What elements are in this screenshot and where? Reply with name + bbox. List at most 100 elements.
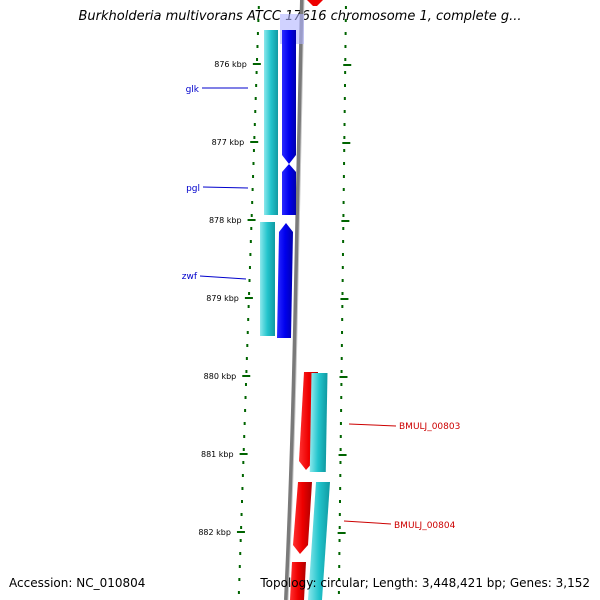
gene-zwf[interactable] (277, 223, 293, 338)
major-tick (252, 63, 261, 65)
ring-dot (344, 32, 347, 35)
ring-dot (253, 123, 256, 126)
ring-dot (339, 461, 342, 464)
ring-dot (338, 565, 341, 568)
ring-dot (344, 6, 347, 9)
ring-dot (340, 383, 343, 386)
cds-block[interactable] (308, 482, 330, 600)
gene-BMULJ_00804[interactable] (293, 482, 312, 554)
ring-dot (241, 487, 244, 490)
cds-block[interactable] (260, 222, 275, 336)
ring-dot (255, 84, 258, 87)
cds-block[interactable] (264, 30, 278, 215)
major-tick (236, 531, 245, 533)
ring-dot (241, 500, 243, 503)
ring-dot (252, 149, 255, 152)
ring-dot (251, 188, 254, 191)
ring-dot (340, 357, 343, 360)
ring-dot (341, 266, 344, 269)
ring-dot (255, 71, 258, 74)
ring-dot (343, 84, 346, 87)
tick-label: 876 kbp (214, 60, 247, 69)
ring-dot (241, 474, 244, 477)
ring-dot (337, 591, 340, 594)
ring-dot (256, 45, 259, 48)
ring-dot (342, 240, 345, 243)
ring-dot (247, 305, 250, 308)
ring-dot (242, 461, 245, 464)
major-tick (247, 219, 256, 221)
ring-dot (339, 487, 342, 490)
cds-block[interactable] (309, 373, 328, 472)
tick-labels: 876 kbp 877 kbp 878 kbp 879 kbp 880 kbp 881 k… (198, 60, 352, 537)
ring-dot (342, 201, 345, 204)
gene-label[interactable]: BMULJ_00803 (399, 422, 460, 432)
ring-dot (243, 435, 246, 438)
tick-label: 877 kbp (212, 138, 245, 147)
tick-rings (237, 6, 347, 594)
ring-dot (249, 240, 252, 243)
ring-dot (256, 32, 259, 35)
ring-dot (246, 331, 249, 334)
ring-dot (340, 396, 343, 399)
ring-dot (250, 227, 253, 230)
ring-dot (243, 422, 246, 425)
ring-dot (244, 396, 247, 399)
ring-dot (343, 110, 346, 113)
ring-dot (248, 279, 251, 282)
major-tick (340, 298, 349, 300)
ring-dot (257, 6, 260, 9)
gene-label[interactable]: BMULJ_00804 (394, 521, 456, 531)
ring-dot (254, 110, 257, 113)
ring-dot (244, 409, 247, 412)
ring-dot (252, 162, 255, 165)
ring-dot (338, 526, 341, 529)
ring-dot (248, 266, 251, 269)
ring-dot (242, 448, 245, 451)
ring-dot (340, 409, 343, 412)
ring-dot (240, 526, 243, 529)
ring-dot (343, 136, 346, 139)
major-tick (343, 64, 352, 66)
ring-dot (343, 149, 346, 152)
ring-dot (238, 578, 241, 581)
ring-dot (246, 344, 249, 347)
ring-dot (239, 539, 242, 542)
major-tick (244, 297, 253, 299)
major-tick (250, 141, 259, 143)
gene-fragment-top[interactable] (307, 0, 323, 6)
major-tick (339, 376, 348, 378)
tick-label: 880 kbp (204, 372, 237, 381)
gene-labels: glk pgl zwf BMULJ_00803 BMULJ_00804 (182, 85, 461, 531)
gene-label[interactable]: zwf (182, 272, 198, 282)
ring-dot (344, 58, 347, 61)
ring-dot (238, 565, 241, 568)
ring-dot (342, 188, 345, 191)
gene-glk[interactable] (282, 30, 296, 164)
ring-dot (257, 19, 260, 22)
gene-label[interactable]: pgl (186, 184, 200, 194)
ring-dot (341, 305, 344, 308)
ring-dot (341, 253, 344, 256)
tick-label: 879 kbp (206, 294, 239, 303)
ring-dot (339, 422, 342, 425)
tick-label: 878 kbp (209, 216, 242, 225)
ring-dot (344, 45, 347, 48)
gene-label[interactable]: glk (186, 85, 200, 95)
ring-dot (342, 175, 345, 178)
ring-dot (339, 448, 342, 451)
tick-label: 881 kbp (201, 450, 234, 459)
ring-dot (342, 214, 345, 217)
ring-dot (343, 162, 346, 165)
gene-label-leader (343, 520, 392, 525)
ring-dot (338, 539, 341, 542)
ring-dot (340, 370, 343, 373)
ring-dot (239, 552, 242, 555)
ring-dot (344, 71, 347, 74)
gene-pgl[interactable] (282, 164, 296, 215)
ring-dot (248, 292, 251, 295)
major-tick (242, 375, 251, 377)
gene-fragment-bottom[interactable] (290, 562, 306, 600)
ring-dot (244, 383, 247, 386)
